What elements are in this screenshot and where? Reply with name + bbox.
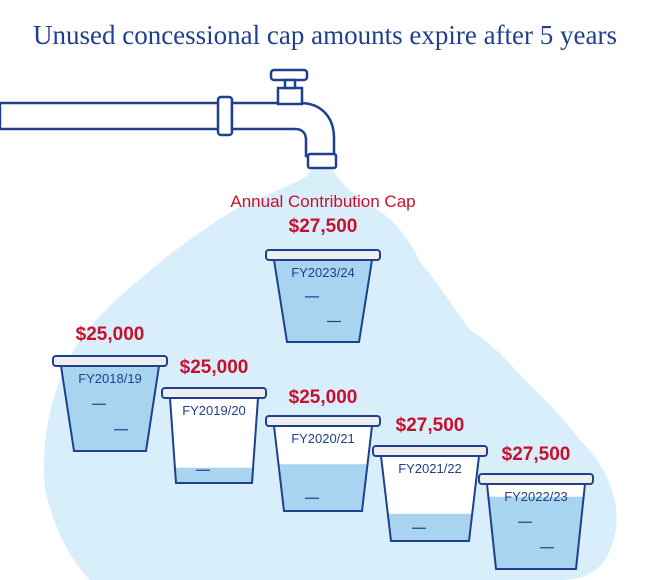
bucket-rim xyxy=(161,387,267,399)
bucket-year-label: FY2022/23 xyxy=(504,489,568,504)
bucket-body xyxy=(170,398,258,483)
bucket-water-level xyxy=(61,366,159,451)
bucket-water-level xyxy=(274,464,372,511)
bucket-water-level xyxy=(381,513,479,541)
water-tap-icon xyxy=(0,68,338,170)
bucket-year-label: FY2021/22 xyxy=(398,461,462,476)
bucket-year-label: FY2023/24 xyxy=(291,265,355,280)
bucket-fy2019-20: FY2019/20 $25,000 xyxy=(161,357,267,484)
bucket-water-level xyxy=(487,496,585,569)
bucket-water-level xyxy=(170,467,258,483)
bucket-amount-label: $27,500 xyxy=(289,216,358,237)
water-spray xyxy=(282,168,360,205)
bucket-amount-label: $25,000 xyxy=(180,357,249,378)
bucket-amount-label: $25,000 xyxy=(289,387,358,408)
bucket-fy2022-23: FY2022/23 $27,500 xyxy=(478,444,594,570)
bucket-rim xyxy=(478,473,594,485)
bucket-amount-label: $27,500 xyxy=(502,444,571,465)
page-title: Unused concessional cap amounts expire a… xyxy=(32,20,618,50)
bucket-amount-label: $27,500 xyxy=(396,415,465,436)
bucket-fy2021-22: FY2021/22 $27,500 xyxy=(372,415,488,542)
bucket-rim xyxy=(265,415,381,427)
bucket-amount-label: $25,000 xyxy=(76,324,145,345)
bucket-water-level xyxy=(274,260,372,342)
bucket-fy2023-24: FY2023/24 $27,500 xyxy=(265,216,381,343)
bucket-year-label: FY2018/19 xyxy=(78,371,142,386)
bucket-year-label: FY2019/20 xyxy=(182,403,246,418)
bucket-rim xyxy=(52,355,168,367)
bucket-fy2018-19: FY2018/19 $25,000 xyxy=(52,324,168,452)
bucket-rim xyxy=(372,445,488,457)
bucket-fy2020-21: FY2020/21 $25,000 xyxy=(265,387,381,512)
bucket-rim xyxy=(265,249,381,261)
bucket-year-label: FY2020/21 xyxy=(291,431,355,446)
annual-cap-label: Annual Contribution Cap xyxy=(230,192,415,211)
